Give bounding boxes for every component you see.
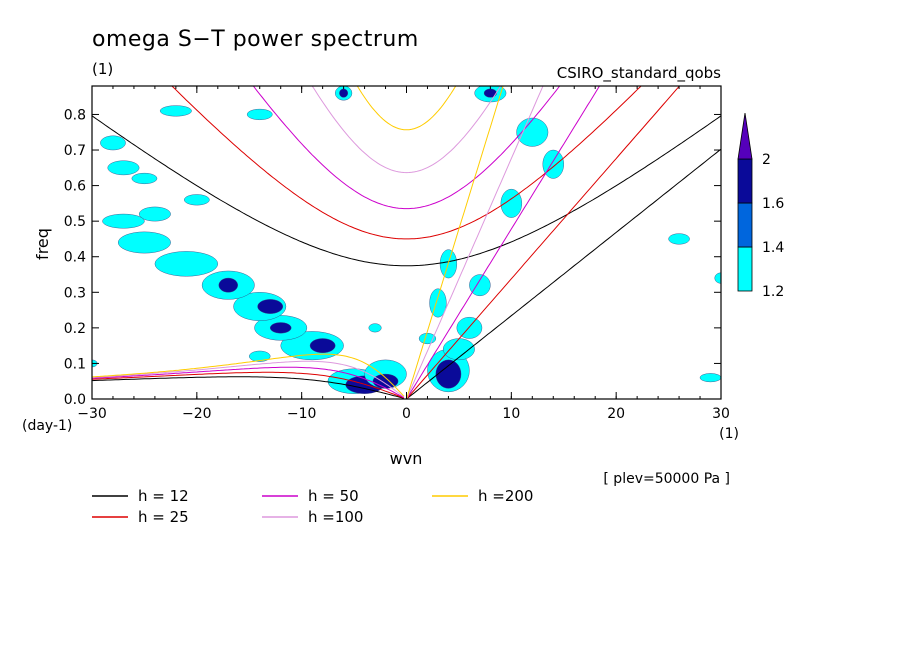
contour-region-38 [714,272,721,284]
y-tick-label-3: 0.3 [64,285,86,301]
contour-region-27 [184,194,210,206]
colorbar-segment-0 [737,246,753,292]
x-tick-label-5: 20 [607,406,625,422]
dispersion-curve-4-branch-0 [406,86,504,399]
dispersion-curve-4-branch-2 [92,353,405,397]
contour-region-19 [218,277,238,293]
x-tick-label-0: −30 [77,406,107,422]
dispersion-curve-layer [92,86,721,399]
colorbar-segment-2 [737,158,753,204]
contour-region-21 [118,231,171,254]
y-tick-label-0: 0.0 [64,392,86,408]
x-tick-label-6: 30 [712,406,730,422]
dispersion-curve-2-branch-2 [92,366,405,399]
dispersion-curve-3-branch-1 [311,86,502,174]
contour-region-26 [100,135,126,151]
contour-region-25 [131,172,158,185]
contour-region-31 [339,88,348,98]
x-tick-label-2: −10 [287,406,317,422]
legend-label-2: h = 50 [308,487,359,505]
y-axis-label: freq [33,228,52,260]
contour-region-24 [107,160,140,176]
chart-title: omega S−T power spectrum [92,27,419,52]
dispersion-curve-2-branch-1 [252,86,561,210]
contour-region-22 [138,206,171,222]
dispersion-curve-0-branch-0 [406,148,721,399]
x-axis-label: wvn [390,449,423,468]
colorbar-label-3: 2 [762,152,771,168]
contour-region-37 [668,233,690,245]
colorbar-arrow [737,112,753,160]
contour-region-5 [435,359,462,389]
y-tick-label-8: 0.8 [64,107,86,123]
y-tick-label-4: 0.4 [64,250,86,266]
y-unit-label: (day-1) [22,418,72,434]
colorbar: 1.2 1.4 1.6 2 [737,112,784,300]
contour-region-20 [154,251,219,277]
legend-label-4: h =200 [478,487,533,505]
x-tick-label-3: 0 [402,406,411,422]
dispersion-curve-1-branch-0 [406,86,681,399]
colorbar-segment-1 [737,202,753,248]
chart-subtitle-right: CSIRO_standard_qobs [557,64,721,83]
contour-region-11 [469,274,491,297]
y-tick-label-7: 0.7 [64,143,86,159]
legend-label-1: h = 25 [138,508,189,526]
contour-layer [92,86,721,394]
contour-region-15 [270,322,292,334]
colorbar-label-0: 1.2 [762,284,784,300]
contour-region-29 [246,108,273,120]
y-tick-label-2: 0.2 [64,321,86,337]
legend-label-0: h = 12 [138,487,189,505]
contour-region-34 [516,117,549,147]
legend: h = 12 h = 25 h = 50 h =100 h =200 [92,487,533,526]
dispersion-curve-1-branch-1 [171,86,642,240]
dispersion-curve-0-branch-1 [92,115,721,267]
dispersion-curve-1-branch-2 [92,371,405,399]
contour-region-23 [102,213,145,229]
contour-region-36 [500,188,523,218]
contour-region-35 [542,149,564,179]
colorbar-label-2: 1.6 [762,196,784,212]
x-tick-label-1: −20 [182,406,212,422]
plev-annotation: [ plev=50000 Pa ] [603,471,730,487]
dispersion-curve-3-branch-2 [92,360,405,398]
dispersion-curve-4-branch-1 [356,86,457,131]
contour-region-42 [249,350,271,362]
dispersion-curve-3-branch-0 [406,86,544,399]
x-unit-label: (1) [719,426,739,442]
colorbar-label-1: 1.4 [762,240,784,256]
y-tick-label-1: 0.1 [64,356,86,372]
chart-subtitle-left: (1) [92,60,113,78]
axis-ticks: −30 −20 −10 0 10 20 30 0.0 0.1 0.2 0.3 0.4 0.5 0.6 0.7… [64,86,730,422]
contour-region-39 [699,373,721,383]
contour-region-17 [257,299,283,314]
dispersion-curve-2-branch-0 [406,86,601,399]
legend-label-3: h =100 [308,508,363,526]
x-tick-label-4: 10 [502,406,520,422]
contour-region-28 [159,105,192,117]
y-tick-label-6: 0.6 [64,179,86,195]
y-tick-label-5: 0.5 [64,214,86,230]
contour-region-41 [368,323,382,333]
dispersion-curve-0-branch-2 [92,376,405,399]
contour-region-7 [456,316,483,339]
contour-region-13 [309,338,336,353]
plot-frame [91,85,722,400]
